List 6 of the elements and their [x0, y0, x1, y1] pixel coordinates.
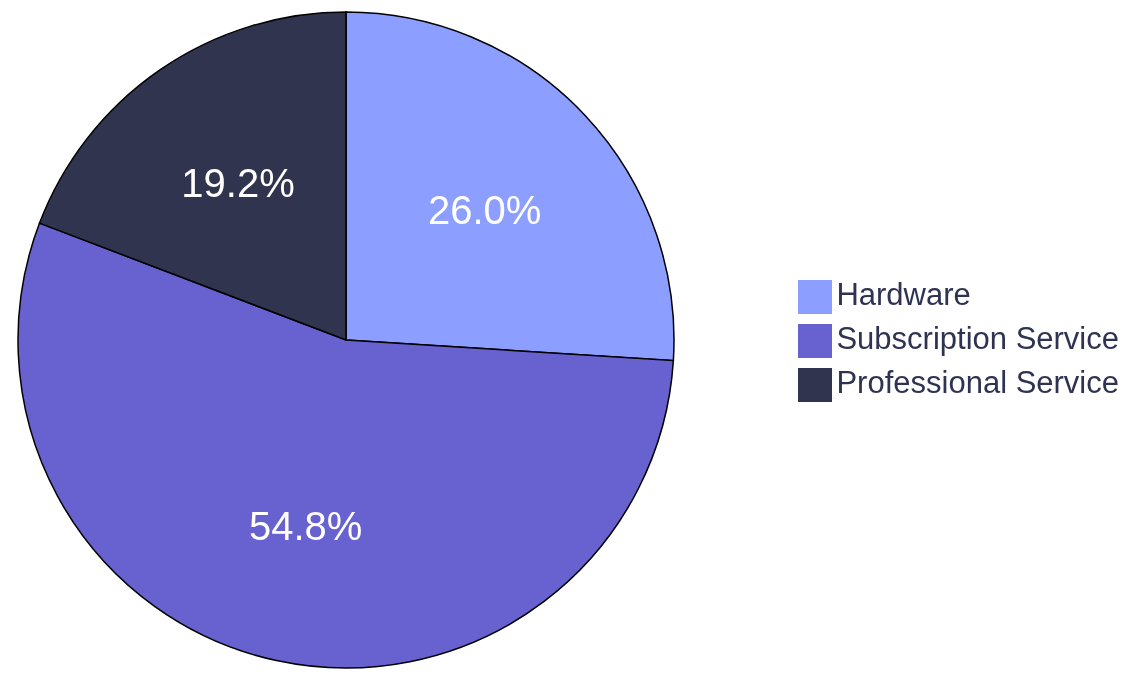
data-label: 54.8%	[248, 503, 363, 548]
data-label: 26.0%	[427, 187, 542, 232]
legend-label: Hardware	[836, 277, 971, 312]
legend-label: Subscription Service	[836, 321, 1119, 356]
data-label: 19.2%	[181, 161, 295, 206]
legend-label: Professional Service	[836, 365, 1119, 400]
